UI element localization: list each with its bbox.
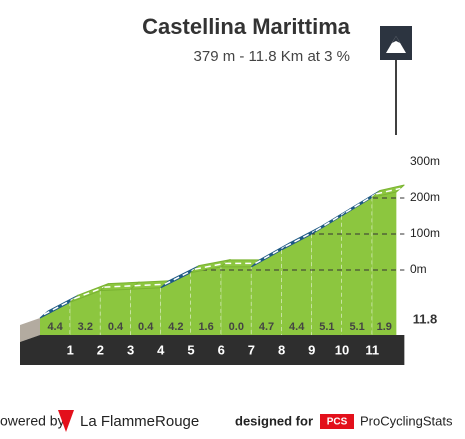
km-label: 10: [335, 342, 349, 357]
gradient-label: 5.1: [349, 321, 364, 333]
brand-logo: [58, 410, 74, 432]
km-label: 1: [67, 342, 74, 357]
base-front: [20, 335, 405, 365]
segment: [311, 215, 342, 335]
gradient-label: 4.4: [47, 321, 63, 333]
segment: [342, 197, 373, 335]
gradient-label: 1.6: [198, 321, 213, 333]
gradient-label: 0.0: [229, 321, 244, 333]
gradient-label: 1.9: [377, 321, 392, 333]
segment: [221, 266, 252, 335]
segment-ridge: [164, 268, 196, 285]
pcs-logo: [320, 414, 354, 429]
gradient-label: 4.2: [168, 321, 183, 333]
km-label: 5: [187, 342, 194, 357]
km-label: 3: [127, 342, 134, 357]
km-label: 2: [97, 342, 104, 357]
segment: [40, 302, 71, 335]
segment-ridge: [43, 297, 75, 316]
gradient-label: 4.7: [259, 321, 274, 333]
y-tick-label: 100m: [410, 226, 440, 240]
segment-ridge: [315, 211, 347, 232]
segment: [281, 234, 312, 335]
footer-brand: La FlammeRouge: [80, 413, 199, 430]
y-tick-label: 300m: [410, 154, 440, 168]
chart-subtitle: 379 m - 11.8 Km at 3 %: [194, 48, 350, 65]
segment: [191, 266, 222, 335]
segment: [70, 290, 101, 335]
segment: [160, 272, 191, 335]
y-tick-label: 0m: [410, 262, 427, 276]
chart-title: Castellina Marittima: [142, 14, 351, 39]
segment: [372, 191, 397, 335]
km-label: 8: [278, 342, 285, 357]
segment-ridge: [255, 245, 286, 265]
segment-ridge: [104, 284, 135, 288]
footer-powered: owered by: [0, 413, 65, 429]
plot: 4.413.220.430.444.251.660.074.784.495.11…: [20, 154, 440, 365]
km-label: 6: [218, 342, 225, 357]
segment-ridge: [376, 187, 401, 195]
segment: [251, 249, 282, 335]
gradient-label: 0.4: [108, 321, 124, 333]
km-label: 9: [308, 342, 315, 357]
gradient-label: 3.2: [78, 321, 93, 333]
km-label: 4: [157, 342, 165, 357]
distance-label: 11.8: [413, 311, 438, 326]
gradient-label: 4.4: [289, 321, 305, 333]
mountain-icon: [386, 36, 406, 53]
km-label: 7: [248, 342, 255, 357]
segment-ridge: [134, 283, 165, 287]
footer-designed: designed for: [235, 413, 313, 428]
segment-ridge: [194, 262, 226, 270]
y-tick-label: 200m: [410, 190, 440, 204]
footer-pcs: PCS: [327, 417, 348, 428]
mountain-snow: [392, 36, 400, 43]
segment: [100, 289, 131, 335]
segment-ridge: [285, 229, 317, 248]
footer-pcs-name: ProCyclingStats: [360, 413, 453, 428]
km-label: 11: [365, 342, 379, 357]
segment: [130, 287, 161, 335]
segment-ridge: [73, 286, 105, 300]
profile-side: [20, 318, 40, 342]
gradient-label: 0.4: [138, 321, 154, 333]
segment-ridge: [345, 193, 377, 213]
gradient-label: 5.1: [319, 321, 334, 333]
